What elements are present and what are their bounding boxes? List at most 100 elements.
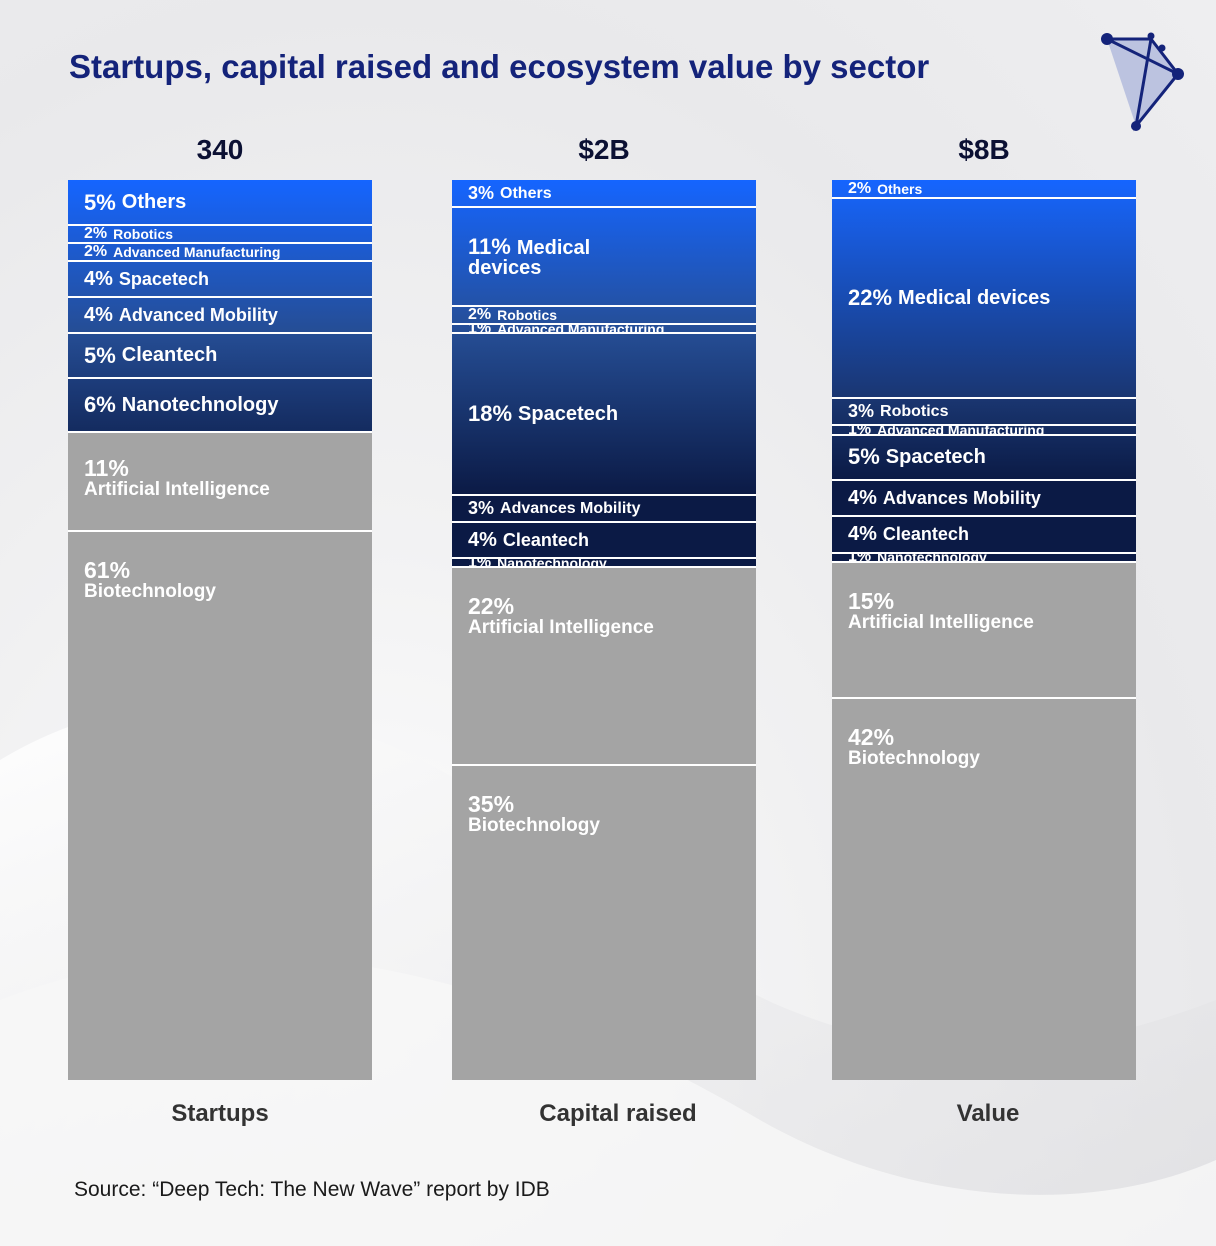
segment-startups-spacetech: 4% Spacetech — [68, 261, 372, 297]
segment-sector-name: Advances Mobility — [882, 487, 1041, 508]
stacked-column-startups: 5% Others 2% Robotics 2% Advanced Manufacturi… — [68, 180, 372, 1080]
segment-divider — [832, 397, 1136, 400]
segment-divider — [68, 530, 372, 532]
segment-sector-name: Robotics — [880, 402, 949, 420]
segment-sector-name: Biotechnology — [84, 581, 216, 602]
segment-percent: 11% — [468, 233, 511, 259]
segment-value-advances-mobility: 4% Advances Mobility — [832, 480, 1136, 517]
segment-sector-name: Advanced Manufacturing — [113, 244, 281, 260]
segment-capital-raised-cleantech: 4% Cleantech — [452, 522, 756, 558]
logo-constellation-icon — [1101, 32, 1184, 132]
segment-startups-nanotechnology: 6% Nanotechnology — [68, 378, 372, 432]
segment-percent: 22% — [468, 593, 515, 619]
segment-startups-others: 5% Others — [68, 180, 372, 225]
segment-percent: 61% — [84, 557, 131, 583]
segment-divider — [452, 557, 756, 559]
segment-capital-raised-advanced-manufacturing: 1% Advanced Manufacturing — [452, 324, 756, 333]
source-note: Source: “Deep Tech: The New Wave” report… — [74, 1178, 550, 1201]
segment-sector-name: Spacetech — [518, 402, 619, 425]
segment-percent: 18% — [468, 401, 513, 426]
segment-percent: 22% — [848, 285, 893, 311]
segment-percent: 3% — [468, 498, 495, 518]
segment-percent: 4% — [84, 303, 113, 326]
segment-percent: 2% — [468, 306, 492, 323]
segment-value-cleantech: 4% Cleantech — [832, 516, 1136, 553]
segment-percent: 6% — [84, 392, 116, 417]
segment-sector-name: Spacetech — [118, 268, 209, 289]
segment-divider — [68, 260, 372, 262]
segment-percent: 5% — [84, 189, 116, 215]
segment-sector-name: Nanotechnology — [877, 552, 987, 562]
segment-divider — [68, 242, 372, 244]
segment-divider — [68, 224, 372, 226]
column-label-startups: Startups — [171, 1100, 269, 1127]
segment-value-nanotechnology: 1% Nanotechnology — [832, 552, 1136, 562]
segment-divider — [832, 697, 1136, 700]
segment-divider — [68, 431, 372, 433]
segment-divider — [452, 566, 756, 568]
segment-percent: 35% — [468, 791, 515, 817]
segment-sector-name: Nanotechnology — [121, 393, 279, 416]
segment-startups-advanced-mobility: 4% Advanced Mobility — [68, 297, 372, 333]
segment-divider — [68, 296, 372, 298]
segment-divider — [68, 377, 372, 379]
segment-percent: 5% — [848, 444, 880, 470]
column-total-value: $8B — [958, 134, 1010, 165]
segment-divider — [452, 494, 756, 496]
segment-percent: 4% — [84, 267, 113, 290]
segment-sector-name: Others — [877, 181, 923, 198]
segment-divider — [832, 560, 1136, 563]
segment-percent: 2% — [848, 180, 872, 198]
segment-sector-name: Biotechnology — [848, 748, 980, 770]
stacked-column-value: 2% Others 22% Medical devices 3% Robotics 1% Ad… — [832, 180, 1136, 1080]
column-label-value: Value — [956, 1100, 1020, 1127]
segment-divider — [832, 433, 1136, 436]
segment-startups-artificial-intelligence: 11% Artificial Intelligence — [68, 432, 372, 531]
segment-capital-raised-nanotechnology: 1% Nanotechnology — [452, 558, 756, 567]
segment-sector-name: Medical devices — [468, 236, 591, 279]
segment-sector-name: Artificial Intelligence — [848, 611, 1034, 633]
segment-startups-biotechnology: 61% Biotechnology — [68, 531, 372, 1080]
segment-divider — [832, 515, 1136, 518]
segment-sector-name: Advanced Manufacturing — [877, 425, 1045, 435]
segment-value-medical-devices: 22% Medical devices — [832, 198, 1136, 399]
segment-value-biotechnology: 42% Biotechnology — [832, 698, 1136, 1080]
column-label-capital-raised: Capital raised — [539, 1100, 697, 1127]
segment-percent: 4% — [848, 523, 877, 546]
segment-sector-name: Nanotechnology — [497, 558, 607, 567]
segment-value-advanced-manufacturing: 1% Advanced Manufacturing — [832, 425, 1136, 435]
segment-capital-raised-robotics: 2% Robotics — [452, 306, 756, 324]
segment-percent: 4% — [468, 528, 497, 551]
segment-percent: 1% — [848, 552, 872, 562]
segment-percent: 3% — [468, 183, 495, 203]
segment-sector-name: Advanced Mobility — [118, 304, 278, 325]
segment-capital-raised-spacetech: 18% Spacetech — [452, 333, 756, 495]
segment-sector-name: Medical devices — [898, 286, 1051, 309]
segment-divider — [452, 323, 756, 325]
segment-divider — [452, 521, 756, 523]
segment-percent: 2% — [84, 243, 108, 260]
segment-sector-name: Artificial Intelligence — [84, 478, 270, 500]
segment-sector-name: Biotechnology — [468, 815, 600, 836]
segment-startups-cleantech: 5% Cleantech — [68, 333, 372, 378]
column-total-startups: 340 — [196, 134, 244, 165]
segment-startups-robotics: 2% Robotics — [68, 225, 372, 243]
segment-divider — [452, 305, 756, 307]
segment-value-artificial-intelligence: 15% Artificial Intelligence — [832, 561, 1136, 699]
segment-value-others: 2% Others — [832, 180, 1136, 199]
segment-sector-name: Cleantech — [502, 529, 589, 550]
segment-capital-raised-advances-mobility: 3% Advances Mobility — [452, 495, 756, 522]
segment-divider — [68, 332, 372, 334]
segment-sector-name: Cleantech — [121, 344, 218, 366]
segment-capital-raised-medical-devices: 11% Medical devices — [452, 207, 756, 306]
segment-sector-name: Others — [500, 184, 552, 202]
segment-sector-name: Robotics — [113, 226, 174, 242]
segment-sector-name: Advances Mobility — [500, 499, 641, 517]
segment-divider — [832, 551, 1136, 554]
segment-divider — [832, 424, 1136, 427]
segment-startups-advanced-manufacturing: 2% Advanced Manufacturing — [68, 243, 372, 261]
segment-value-robotics: 3% Robotics — [832, 398, 1136, 426]
segment-percent: 2% — [84, 225, 108, 242]
segment-percent: 11% — [84, 454, 129, 481]
segment-divider — [452, 206, 756, 208]
